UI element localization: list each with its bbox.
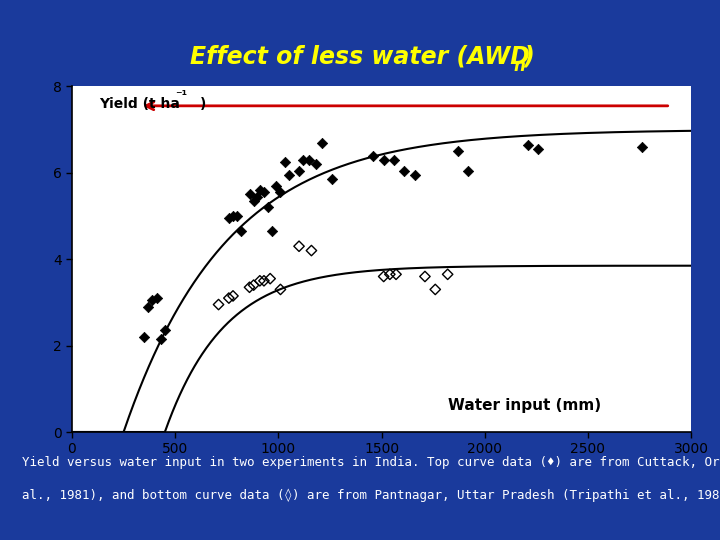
- Point: [254, 276, 266, 285]
- Point: [297, 156, 309, 164]
- Point: [251, 192, 263, 201]
- Text: Water input (mm): Water input (mm): [448, 397, 600, 413]
- Point: [452, 147, 464, 156]
- Point: [275, 285, 287, 294]
- Point: [228, 292, 239, 300]
- Point: [228, 212, 239, 220]
- Text: ): ): [200, 97, 207, 111]
- Point: [304, 156, 315, 164]
- Point: [306, 246, 318, 255]
- Point: [462, 166, 474, 175]
- Text: Effect of less water (AWD: Effect of less water (AWD: [190, 45, 530, 69]
- Point: [378, 272, 390, 281]
- Text: n: n: [514, 57, 526, 75]
- Point: [523, 140, 534, 149]
- Point: [636, 143, 647, 151]
- Point: [258, 188, 270, 197]
- Text: Yield (t ha: Yield (t ha: [99, 97, 180, 111]
- Point: [266, 227, 278, 235]
- Point: [248, 197, 259, 205]
- Point: [293, 242, 305, 251]
- Point: [155, 335, 166, 343]
- Point: [264, 274, 276, 283]
- Point: [316, 138, 328, 147]
- Point: [419, 272, 431, 281]
- Point: [223, 294, 235, 302]
- Point: [399, 166, 410, 175]
- Point: [275, 188, 287, 197]
- Point: [271, 181, 282, 190]
- Point: [283, 171, 294, 179]
- Point: [533, 145, 544, 153]
- Point: [258, 276, 270, 285]
- Text: al., 1981), and bottom curve data (◊) are from Pantnagar, Uttar Pradesh (Tripath: al., 1981), and bottom curve data (◊) ar…: [22, 489, 720, 502]
- Point: [254, 186, 266, 194]
- Point: [430, 285, 441, 294]
- Point: [213, 300, 225, 309]
- Point: [159, 326, 171, 335]
- Text: Yield versus water input in two experiments in India. Top curve data (♦) are fro: Yield versus water input in two experime…: [22, 456, 720, 469]
- Point: [223, 214, 235, 222]
- Point: [279, 158, 290, 166]
- Point: [262, 203, 274, 212]
- Point: [244, 190, 256, 199]
- Point: [147, 296, 158, 305]
- Point: [143, 302, 154, 311]
- Point: [244, 283, 256, 292]
- Point: [293, 166, 305, 175]
- Point: [384, 270, 395, 279]
- Point: [378, 156, 390, 164]
- Point: [368, 151, 379, 160]
- Point: [231, 212, 243, 220]
- Point: [138, 333, 150, 341]
- Point: [310, 160, 321, 168]
- Point: [390, 270, 402, 279]
- Point: [409, 171, 420, 179]
- Text: ): ): [524, 45, 534, 69]
- Text: ⁻¹: ⁻¹: [175, 90, 187, 103]
- Point: [388, 156, 400, 164]
- Point: [248, 281, 259, 289]
- Point: [326, 175, 338, 184]
- Point: [235, 227, 247, 235]
- Point: [151, 294, 163, 302]
- Point: [442, 270, 454, 279]
